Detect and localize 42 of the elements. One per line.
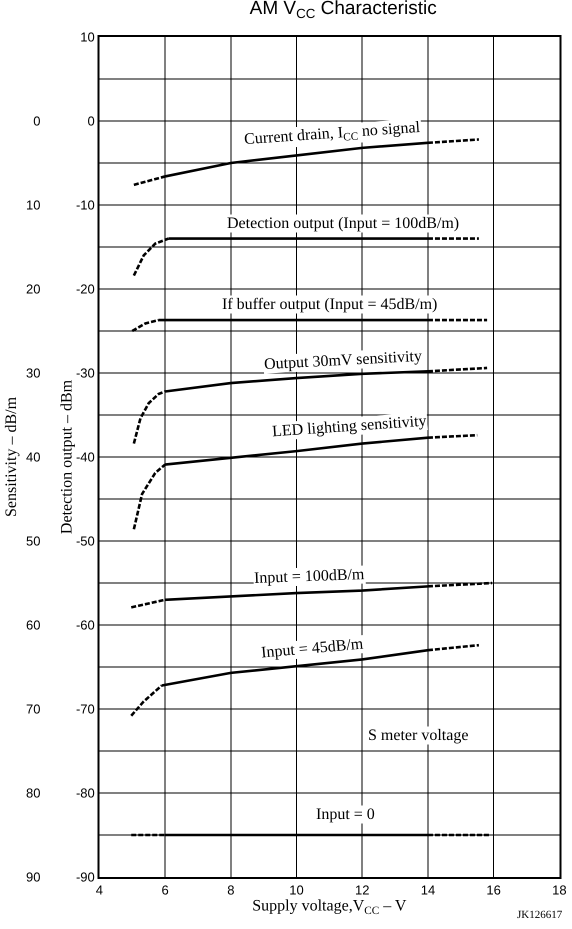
y-tick-label: -50	[76, 534, 95, 549]
chart-title: AM V$_{CC}$ Characteristic	[250, 0, 437, 22]
y-axis-title: Detection output – dBm	[58, 379, 76, 534]
x-tick-label: 6	[161, 882, 169, 898]
y2-tick-label: 60	[26, 618, 40, 633]
y-tick-label: -40	[76, 450, 95, 465]
annotation: Output 30mV sensitivity	[264, 348, 422, 374]
y2-tick-label: 80	[26, 786, 40, 801]
annotation: Input = 0	[316, 806, 375, 823]
y2-tick-label: 50	[26, 534, 40, 549]
x-tick-label: 18	[552, 882, 567, 898]
y-tick-label: 0	[88, 114, 95, 129]
annotation: Detection output (Input = 100dB/m)	[227, 215, 460, 232]
annotation: Input = 45dB/m	[260, 636, 364, 662]
y-tick-label: -70	[76, 702, 95, 717]
x-tick-label: 14	[420, 882, 436, 898]
x-tick-label: 4	[96, 882, 103, 898]
text: JK126617	[517, 909, 563, 921]
y-tick-label: -30	[76, 366, 95, 381]
annotation: S meter voltage	[368, 727, 468, 744]
y-tick-label: -60	[76, 618, 95, 633]
y2-tick-label: 70	[26, 702, 40, 717]
x-tick-label: 8	[227, 882, 234, 898]
x-tick-label: 10	[289, 882, 304, 898]
annotation: Input = 100dB/m	[254, 566, 366, 587]
y-tick-label: -20	[76, 282, 95, 297]
y2-tick-label: 30	[26, 366, 40, 381]
y-tick-label: -80	[76, 786, 95, 801]
annotation: LED lighting sensitivity	[272, 412, 428, 440]
x-axis-title: Supply voltage,V$_{CC}$ – V	[252, 898, 407, 917]
x-tick-label: 16	[486, 882, 501, 898]
y2-tick-label: 0	[33, 114, 40, 129]
y2-tick-label: 90	[26, 870, 40, 885]
y2-axis-title: Sensitivity – dB/m	[2, 396, 20, 518]
y2-tick-label: 20	[26, 282, 40, 297]
y2-tick-label: 10	[26, 198, 40, 213]
y-tick-label: 10	[80, 30, 95, 45]
y-tick-label: -10	[76, 198, 95, 213]
y2-tick-label: 40	[26, 450, 40, 465]
y-tick-label: -90	[76, 870, 95, 885]
annotation: If buffer output (Input = 45dB/m)	[222, 296, 438, 313]
x-tick-label: 12	[355, 882, 370, 898]
